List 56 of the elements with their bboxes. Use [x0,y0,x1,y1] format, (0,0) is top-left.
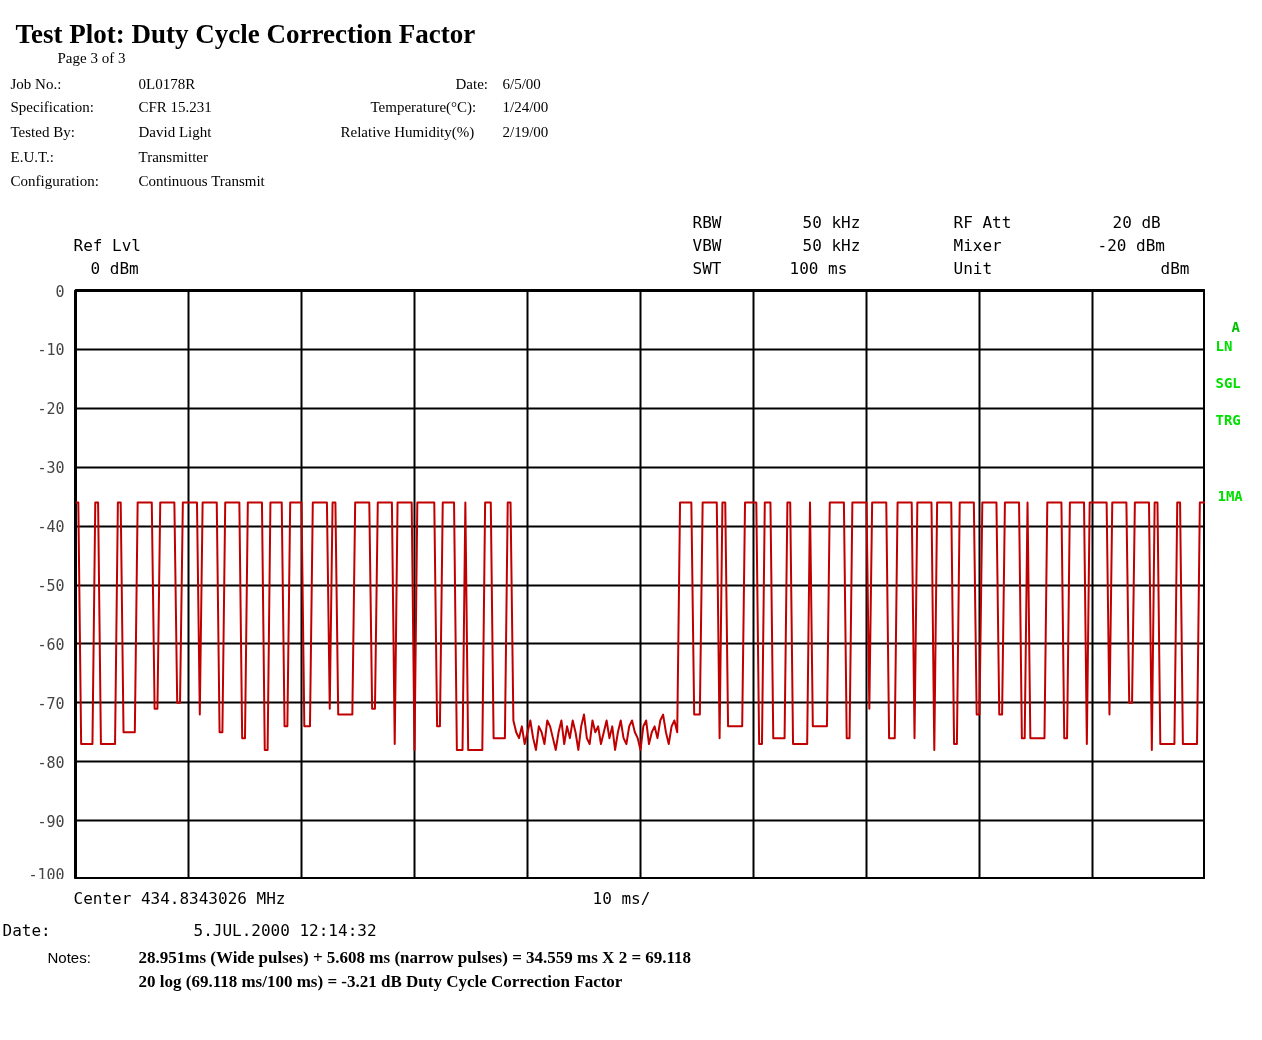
text: -20 dBm [1097,236,1165,255]
y-tick-label: -40 [37,518,65,537]
y-tick-label: -50 [37,577,65,595]
text: Notes: [47,949,91,966]
text: Page 3 of 3 [57,49,126,66]
text: A [1231,318,1241,335]
text: 20 log (69.118 ms/100 ms) = -3.21 dB Duty Cycle Correction Factor [138,972,623,991]
text: RF Att [953,213,1012,232]
y-tick-label: -100 [28,865,65,884]
y-tick-label: -20 [37,400,65,419]
text: SWT [692,259,722,278]
text: Ref Lvl [73,236,141,255]
y-tick-label: -70 [37,694,65,713]
text: Configuration: [10,172,99,189]
text: 6/5/00 [502,75,541,92]
text: 10 ms/ [592,889,651,908]
text: 1/24/00 [502,98,549,115]
text: Continuous Transmit [138,172,266,189]
text: dBm [1160,259,1190,278]
text: 100 ms [789,259,848,278]
y-tick-label: 0 [55,282,65,301]
text: VBW [692,236,722,255]
text: Unit [953,259,993,278]
text: 0L0178R [138,75,196,92]
text: TRG [1215,412,1241,429]
text: 1MA [1217,488,1244,505]
text: Center 434.8343026 MHz [73,889,286,908]
text: Transmitter [138,148,208,165]
y-tick-label: -80 [37,753,65,772]
text: Specification: [10,98,94,115]
text: 50 kHz [802,213,861,232]
text: SGL [1215,374,1241,391]
text: RBW [692,213,722,232]
text: 0 dBm [90,259,139,278]
text: Date: [455,75,488,92]
text: 2/19/00 [502,123,549,140]
text: Job No.: [10,75,62,92]
y-tick-label: -10 [37,341,65,360]
text: David Light [138,123,213,140]
text: E.U.T.: [10,148,54,165]
text: CFR 15.231 [138,98,212,115]
chart-title: Test Plot: Duty Cycle Correction Factor [15,18,476,49]
text: 20 dB [1112,213,1161,232]
line-series [75,501,1205,751]
y-tick-label: -90 [37,812,65,831]
text: Temperature(°C): [370,98,477,116]
text: LN [1215,337,1233,354]
y-tick-label: -30 [37,459,65,478]
text: 5.JUL.2000 12:14:32 [193,921,377,940]
text: 28.951ms (Wide pulses) + 5.608 ms (narrow pulses) = 34.559 ms X 2 = 69.118 [138,948,692,967]
text: Date: [2,921,51,940]
text: Tested By: [10,123,75,140]
text: Relative Humidity(%) [340,123,475,141]
text: 50 kHz [802,236,861,255]
y-tick-label: -60 [37,635,65,654]
text: Mixer [953,236,1003,255]
